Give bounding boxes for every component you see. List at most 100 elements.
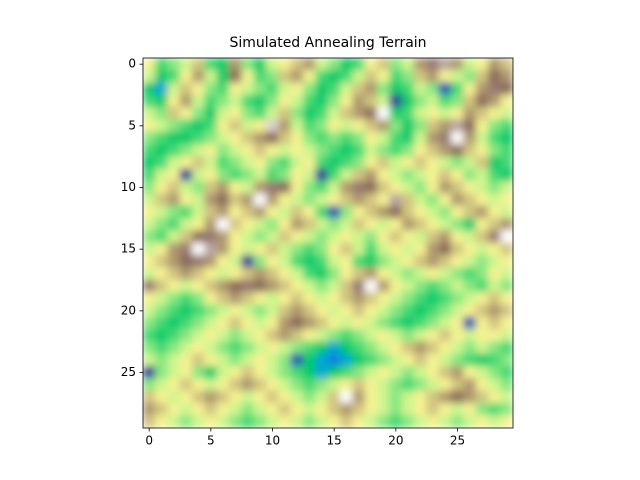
heatmap-cell bbox=[451, 156, 464, 170]
heatmap-cell bbox=[488, 415, 501, 428]
heatmap-cell bbox=[315, 107, 329, 120]
heatmap-cell bbox=[352, 279, 366, 293]
heatmap-cell bbox=[278, 144, 292, 157]
heatmap-cell bbox=[229, 378, 242, 392]
heatmap-cell bbox=[315, 144, 329, 157]
heatmap-cell bbox=[327, 168, 341, 182]
heatmap-cell bbox=[327, 366, 341, 379]
heatmap-cell bbox=[303, 70, 316, 83]
heatmap-cell bbox=[364, 107, 378, 120]
heatmap-cell bbox=[352, 94, 366, 108]
heatmap-cell bbox=[216, 107, 230, 120]
heatmap-cell bbox=[192, 378, 205, 392]
heatmap-cell bbox=[155, 193, 168, 207]
heatmap-cell bbox=[179, 403, 193, 416]
heatmap-cell bbox=[204, 144, 218, 157]
heatmap-cell bbox=[451, 168, 464, 182]
heatmap-cell bbox=[192, 292, 205, 305]
heatmap-cell bbox=[377, 82, 390, 96]
heatmap-cell bbox=[451, 119, 464, 133]
heatmap-cell bbox=[340, 390, 353, 404]
heatmap-cell bbox=[241, 168, 255, 182]
heatmap-cell bbox=[500, 181, 513, 194]
heatmap-cell bbox=[463, 205, 477, 219]
heatmap-cell bbox=[179, 279, 193, 293]
heatmap-cell bbox=[192, 341, 205, 355]
heatmap-cell bbox=[451, 230, 464, 244]
heatmap-cell bbox=[253, 119, 267, 133]
heatmap-cell bbox=[401, 144, 415, 157]
heatmap-cell bbox=[377, 279, 390, 293]
heatmap-cell bbox=[155, 353, 168, 367]
heatmap-cell bbox=[167, 193, 181, 207]
heatmap-cell bbox=[488, 70, 501, 83]
heatmap-cell bbox=[290, 107, 304, 120]
heatmap-cell bbox=[475, 119, 489, 133]
x-tick-label: 5 bbox=[207, 434, 215, 448]
heatmap-cell bbox=[290, 242, 304, 256]
heatmap-cell bbox=[278, 329, 292, 342]
heatmap-cell bbox=[155, 255, 168, 268]
heatmap-cell bbox=[463, 341, 477, 355]
heatmap-cell bbox=[327, 119, 341, 133]
heatmap-cell bbox=[167, 82, 181, 96]
heatmap-cell bbox=[278, 82, 292, 96]
heatmap-cell bbox=[488, 94, 501, 108]
heatmap-cell bbox=[463, 366, 477, 379]
heatmap-cell bbox=[278, 267, 292, 281]
heatmap-cell bbox=[475, 403, 489, 416]
heatmap-cell bbox=[426, 329, 440, 342]
heatmap-cell bbox=[266, 329, 279, 342]
heatmap-cell bbox=[229, 70, 242, 83]
heatmap-cell bbox=[303, 82, 316, 96]
heatmap-cell bbox=[426, 316, 440, 330]
heatmap-cell bbox=[155, 267, 168, 281]
heatmap-cell bbox=[463, 58, 477, 71]
heatmap-cell bbox=[488, 181, 501, 194]
heatmap-cell bbox=[315, 156, 329, 170]
heatmap-cell bbox=[438, 193, 452, 207]
heatmap-cell bbox=[143, 390, 156, 404]
heatmap-cell bbox=[216, 316, 230, 330]
heatmap-cell bbox=[290, 415, 304, 428]
heatmap-cell bbox=[389, 119, 403, 133]
heatmap-cell bbox=[192, 255, 205, 268]
heatmap-cell bbox=[500, 341, 513, 355]
heatmap-cell bbox=[327, 378, 341, 392]
heatmap-cell bbox=[401, 242, 415, 256]
heatmap-cell bbox=[290, 341, 304, 355]
heatmap-cell bbox=[475, 353, 489, 367]
heatmap-cell bbox=[389, 131, 403, 145]
heatmap-cell bbox=[253, 329, 267, 342]
heatmap-cell bbox=[352, 131, 366, 145]
y-tick-label: 25 bbox=[121, 365, 136, 379]
heatmap-cell bbox=[352, 242, 366, 256]
chart-title: Simulated Annealing Terrain bbox=[229, 35, 426, 51]
heatmap-cell bbox=[438, 341, 452, 355]
heatmap-cell bbox=[216, 70, 230, 83]
heatmap-cell bbox=[155, 415, 168, 428]
heatmap-cell bbox=[216, 168, 230, 182]
heatmap-cell bbox=[463, 316, 477, 330]
heatmap-cell bbox=[253, 94, 267, 108]
heatmap-cell bbox=[352, 329, 366, 342]
heatmap-cell bbox=[426, 82, 440, 96]
heatmap-cell bbox=[204, 94, 218, 108]
heatmap-cell bbox=[451, 292, 464, 305]
heatmap-cell bbox=[340, 242, 353, 256]
heatmap-cell bbox=[401, 156, 415, 170]
heatmap-cell bbox=[352, 304, 366, 318]
heatmap-cell bbox=[204, 230, 218, 244]
heatmap-cell bbox=[414, 415, 427, 428]
heatmap-cell bbox=[364, 279, 378, 293]
heatmap-cell bbox=[167, 329, 181, 342]
heatmap-cell bbox=[451, 329, 464, 342]
heatmap-cell bbox=[377, 168, 390, 182]
heatmap-cell bbox=[229, 82, 242, 96]
heatmap-cell bbox=[179, 58, 193, 71]
heatmap-cell bbox=[155, 230, 168, 244]
heatmap-cell bbox=[192, 193, 205, 207]
heatmap-cell bbox=[463, 193, 477, 207]
heatmap-cell bbox=[327, 230, 341, 244]
heatmap-cell bbox=[204, 242, 218, 256]
